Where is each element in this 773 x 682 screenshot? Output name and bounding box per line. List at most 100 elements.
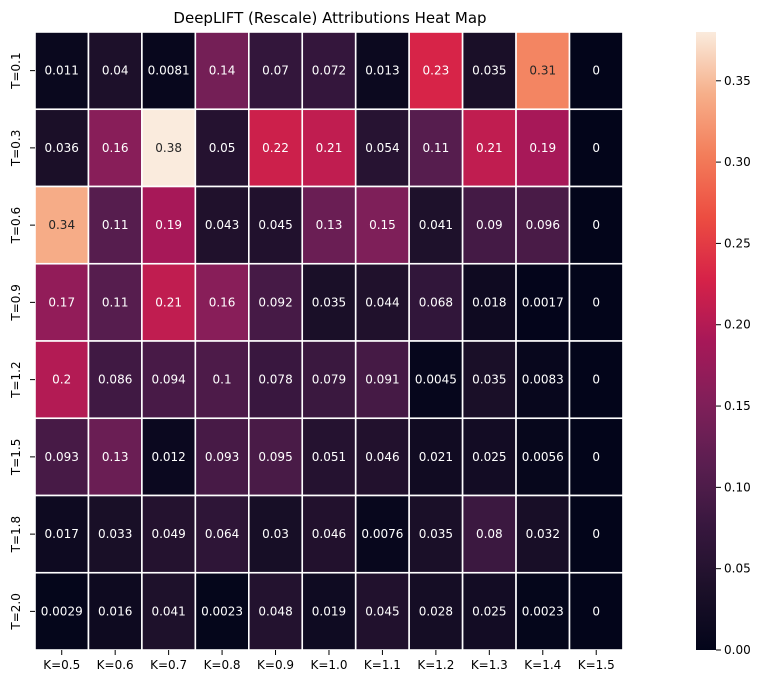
cell-value-label: 0 <box>592 604 600 618</box>
heatmap-cell <box>301 340 357 420</box>
heatmap-cell <box>354 185 410 265</box>
heatmap-cell <box>515 571 571 651</box>
cell-value-label: 0.021 <box>419 450 453 464</box>
heatmap-cell <box>87 340 143 420</box>
cell-value-label: 0.036 <box>45 141 79 155</box>
heatmap-cell <box>301 31 357 111</box>
cell-value-label: 0.018 <box>472 295 506 309</box>
y-tick-label: T=1.8 <box>9 516 23 553</box>
y-tick-label: T=0.1 <box>9 52 23 89</box>
heatmap-cell <box>87 31 143 111</box>
cell-value-label: 0 <box>592 64 600 78</box>
cell-value-label: 0.043 <box>205 218 239 232</box>
heatmap-cell <box>354 340 410 420</box>
heatmap-cell <box>461 417 517 497</box>
cell-value-label: 0.1 <box>213 373 232 387</box>
chart-title: DeepLIFT (Rescale) Attributions Heat Map <box>173 9 486 27</box>
cell-value-label: 0.0083 <box>522 373 564 387</box>
cell-value-label: 0 <box>592 141 600 155</box>
heatmap-cell <box>568 571 624 651</box>
cell-value-label: 0.14 <box>209 64 236 78</box>
heatmap-cell <box>194 571 250 651</box>
x-tick-label: K=1.3 <box>471 658 508 672</box>
colorbar-tick-label: 0.10 <box>724 480 751 494</box>
cell-value-label: 0.092 <box>258 295 292 309</box>
cell-value-label: 0.078 <box>258 373 292 387</box>
cell-value-label: 0 <box>592 527 600 541</box>
heatmap-cell <box>408 31 464 111</box>
colorbar-tick-label: 0.30 <box>724 155 751 169</box>
heatmap-cell <box>194 340 250 420</box>
cell-value-label: 0.032 <box>526 527 560 541</box>
cell-value-label: 0.0076 <box>361 527 403 541</box>
colorbar-tick-label: 0.20 <box>724 318 751 332</box>
heatmap-cell <box>408 494 464 574</box>
heatmap-cell <box>248 108 304 188</box>
cell-value-label: 0.086 <box>98 373 132 387</box>
heatmap-cell <box>568 340 624 420</box>
cell-value-label: 0 <box>592 295 600 309</box>
x-tick-label: K=1.5 <box>578 658 615 672</box>
heatmap-cell <box>568 108 624 188</box>
heatmap-cell <box>34 340 90 420</box>
heatmap-cell <box>408 571 464 651</box>
cell-value-label: 0.045 <box>365 604 399 618</box>
x-tick-label: K=1.0 <box>310 658 347 672</box>
cell-value-label: 0.21 <box>155 295 182 309</box>
cell-value-label: 0.13 <box>102 450 129 464</box>
cell-value-label: 0.025 <box>472 604 506 618</box>
cell-value-label: 0.16 <box>102 141 129 155</box>
heatmap-cell <box>515 108 571 188</box>
heatmap-cells: 0.011 0.04 0.0081 0.14 0.07 0.072 0.013 0.23 0.0… <box>34 31 624 651</box>
cell-value-label: 0.21 <box>316 141 343 155</box>
cell-value-label: 0.0081 <box>148 64 190 78</box>
x-tick-label: K=0.6 <box>97 658 134 672</box>
cell-value-label: 0.035 <box>472 373 506 387</box>
heatmap-cell <box>301 185 357 265</box>
cell-value-label: 0.041 <box>151 604 185 618</box>
heatmap-cell <box>568 417 624 497</box>
cell-value-label: 0.035 <box>312 295 346 309</box>
cell-value-label: 0.046 <box>312 527 346 541</box>
heatmap-cell <box>141 108 197 188</box>
cell-value-label: 0.19 <box>529 141 556 155</box>
cell-value-label: 0.033 <box>98 527 132 541</box>
cell-value-label: 0.11 <box>102 295 129 309</box>
cell-value-label: 0.04 <box>102 64 129 78</box>
cell-value-label: 0.0056 <box>522 450 564 464</box>
cell-value-label: 0.0023 <box>522 604 564 618</box>
cell-value-label: 0.0029 <box>41 604 83 618</box>
x-tick-label: K=0.7 <box>150 658 187 672</box>
cell-value-label: 0.054 <box>365 141 399 155</box>
y-tick-label: T=0.9 <box>9 284 23 321</box>
heatmap-cell <box>568 185 624 265</box>
heatmap-cell <box>515 31 571 111</box>
cell-value-label: 0.049 <box>151 527 185 541</box>
heatmap-cell <box>301 108 357 188</box>
cell-value-label: 0.025 <box>472 450 506 464</box>
cell-value-label: 0.011 <box>45 64 79 78</box>
heatmap-cell <box>461 185 517 265</box>
cell-value-label: 0.07 <box>262 64 289 78</box>
x-axis-ticks: K=0.5 K=0.6 K=0.7 K=0.8 K=0.9 K=1.0 K=1.1 K=1.2… <box>43 650 615 672</box>
cell-value-label: 0.093 <box>205 450 239 464</box>
cell-value-label: 0.045 <box>258 218 292 232</box>
colorbar-tick-label: 0.00 <box>724 643 751 657</box>
cell-value-label: 0.016 <box>98 604 132 618</box>
heatmap-cell <box>87 494 143 574</box>
y-tick-label: T=1.2 <box>9 361 23 398</box>
cell-value-label: 0 <box>592 450 600 464</box>
heatmap-cell <box>141 494 197 574</box>
cell-value-label: 0.31 <box>529 64 556 78</box>
cell-value-label: 0.091 <box>365 373 399 387</box>
colorbar-tick-label: 0.15 <box>724 399 751 413</box>
colorbar-tick-label: 0.25 <box>724 236 751 250</box>
cell-value-label: 0.035 <box>472 64 506 78</box>
cell-value-label: 0.13 <box>316 218 343 232</box>
heatmap-cell <box>301 571 357 651</box>
x-tick-label: K=1.1 <box>364 658 401 672</box>
heatmap-cell <box>408 108 464 188</box>
heatmap-cell <box>34 185 90 265</box>
heatmap-cell <box>354 494 410 574</box>
